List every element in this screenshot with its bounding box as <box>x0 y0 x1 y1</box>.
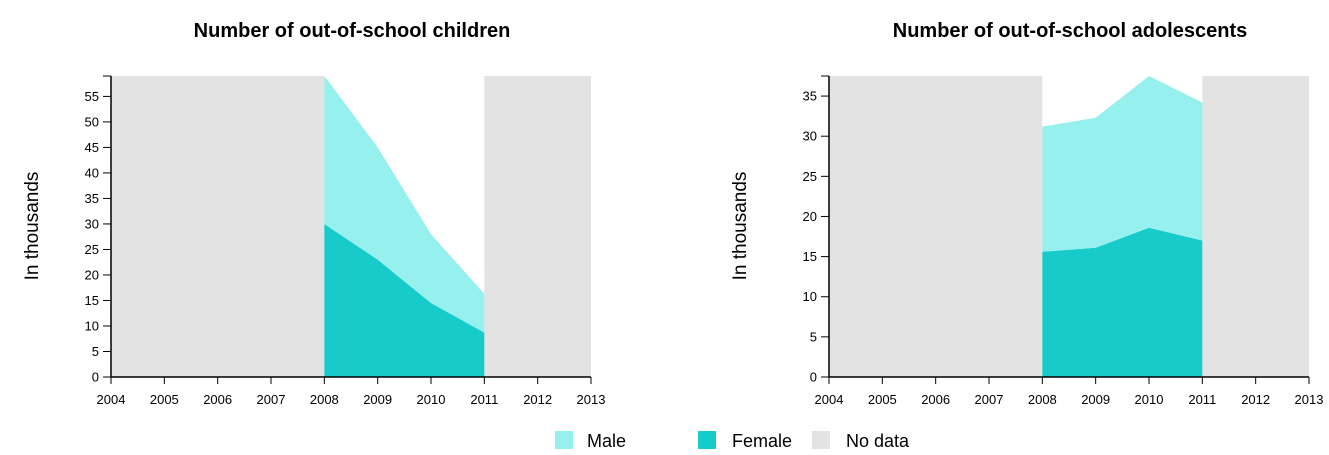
x-tick-label: 2004 <box>815 392 844 407</box>
x-tick-label: 2005 <box>150 392 179 407</box>
x-tick-label: 2011 <box>470 392 498 407</box>
children-chart: Number of out-of-school children In thou… <box>22 20 605 407</box>
axes: 0 5 10 15 20 25 30 35 40 45 50 55 2004 2005 2006 2007 20… <box>85 75 606 407</box>
y-tick-label: 25 <box>803 169 817 184</box>
x-tick-label: 2007 <box>257 392 286 407</box>
x-tick-label: 2008 <box>310 392 339 407</box>
area-series-female <box>1042 227 1203 377</box>
legend-label-nodata: No data <box>846 431 910 451</box>
no-data-band <box>1202 76 1309 377</box>
y-tick-label: 0 <box>810 370 817 385</box>
no-data-band <box>484 76 591 377</box>
adolescents-chart: Number of out-of-school adolescents In t… <box>730 20 1323 407</box>
y-tick-label: 30 <box>803 129 817 144</box>
area-series-male <box>1042 76 1203 252</box>
y-tick-label: 5 <box>92 344 99 359</box>
y-tick-label: 15 <box>85 293 99 308</box>
legend-swatch-male <box>555 431 573 449</box>
x-tick-label: 2009 <box>363 392 392 407</box>
x-tick-label: 2012 <box>523 392 552 407</box>
x-tick-label: 2011 <box>1188 392 1216 407</box>
y-tick-label: 50 <box>85 114 99 129</box>
area-series-female <box>324 223 485 377</box>
x-tick-label: 2006 <box>921 392 950 407</box>
x-tick-label: 2004 <box>97 392 126 407</box>
area-series-male <box>324 76 485 333</box>
x-tick-label: 2013 <box>1295 392 1324 407</box>
legend-label-female: Female <box>732 431 792 451</box>
y-tick-label: 45 <box>85 140 99 155</box>
y-tick-label: 10 <box>85 318 99 333</box>
legend: Male Female No data <box>555 431 910 451</box>
x-tick-label: 2013 <box>577 392 606 407</box>
no-data-band <box>111 76 325 377</box>
y-tick-label: 25 <box>85 242 99 257</box>
legend-swatch-nodata <box>812 431 830 449</box>
legend-label-male: Male <box>587 431 626 451</box>
y-axis-label: In thousands <box>22 172 43 281</box>
x-tick-label: 2012 <box>1241 392 1270 407</box>
y-axis-label: In thousands <box>730 172 751 281</box>
y-tick-label: 55 <box>85 89 99 104</box>
axes: 0 5 10 15 20 25 30 35 2004 2005 2006 2007 2008 2009 20… <box>803 75 1324 407</box>
y-tick-label: 35 <box>85 191 99 206</box>
y-tick-label: 40 <box>85 165 99 180</box>
x-tick-label: 2008 <box>1028 392 1057 407</box>
legend-swatch-female <box>698 431 716 449</box>
x-tick-label: 2005 <box>868 392 897 407</box>
x-tick-label: 2010 <box>1135 392 1164 407</box>
y-tick-label: 0 <box>92 370 99 385</box>
no-data-band <box>829 76 1043 377</box>
y-tick-label: 30 <box>85 216 99 231</box>
x-tick-label: 2006 <box>203 392 232 407</box>
x-tick-label: 2007 <box>975 392 1004 407</box>
y-tick-label: 20 <box>803 209 817 224</box>
y-tick-label: 20 <box>85 267 99 282</box>
x-tick-label: 2009 <box>1081 392 1110 407</box>
plot-area <box>111 76 591 377</box>
chart-title: Number of out-of-school children <box>194 20 511 42</box>
y-tick-label: 10 <box>803 289 817 304</box>
y-tick-label: 35 <box>803 89 817 104</box>
y-tick-label: 5 <box>810 329 817 344</box>
chart-title: Number of out-of-school adolescents <box>893 20 1247 42</box>
x-tick-label: 2010 <box>417 392 446 407</box>
y-tick-label: 15 <box>803 249 817 264</box>
plot-area <box>829 76 1309 377</box>
